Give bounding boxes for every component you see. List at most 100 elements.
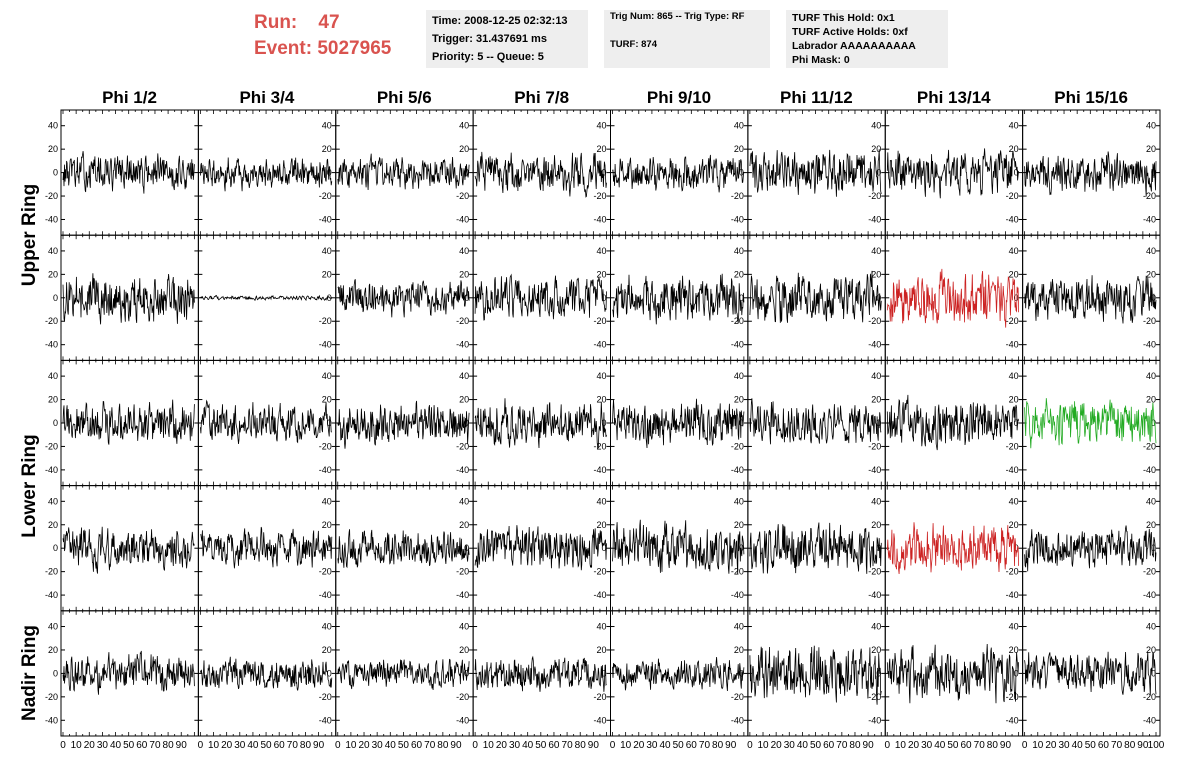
y-tick-label: 0 bbox=[876, 293, 881, 303]
y-tick-label: 40 bbox=[322, 622, 332, 632]
y-tick-label: -40 bbox=[593, 214, 606, 224]
waveform-trace bbox=[62, 526, 195, 574]
phi-header-1: Phi 1/2 bbox=[102, 88, 157, 107]
x-tick-label: 0 bbox=[610, 740, 616, 751]
x-tick-label: 80 bbox=[712, 740, 724, 751]
y-tick-label: 20 bbox=[871, 144, 881, 154]
y-tick-label: 40 bbox=[1146, 622, 1156, 632]
x-tick-label: 30 bbox=[646, 740, 658, 751]
y-tick-label: 0 bbox=[1014, 168, 1019, 178]
y-tick-label: 40 bbox=[1009, 371, 1019, 381]
panel-r2-c6: 40 20 0 -20 -40 bbox=[747, 234, 886, 361]
event-row: Event: 5027965 bbox=[254, 36, 391, 62]
y-tick-label: 20 bbox=[48, 520, 58, 530]
y-tick-label: 20 bbox=[1009, 520, 1019, 530]
phi-header-2: Phi 3/4 bbox=[239, 88, 295, 107]
panel-r3-c3: 40 20 0 -20 -40 bbox=[335, 359, 474, 487]
y-tick-label: -20 bbox=[868, 191, 881, 201]
y-tick-label: 20 bbox=[871, 645, 881, 655]
x-tick-label: 80 bbox=[849, 740, 861, 751]
y-tick-label: -20 bbox=[868, 692, 881, 702]
panel-r4-c2: 40 20 0 -20 -40 bbox=[197, 485, 337, 612]
x-tick-label: 90 bbox=[1137, 740, 1149, 751]
y-tick-label: -40 bbox=[45, 465, 58, 475]
waveform-trace bbox=[1024, 398, 1157, 449]
y-tick-label: 40 bbox=[48, 622, 58, 632]
y-tick-label: 20 bbox=[48, 645, 58, 655]
x-tick-label: 20 bbox=[633, 740, 645, 751]
panel-r1-c1: 40 20 0 -20 -40 bbox=[45, 109, 199, 236]
x-tick-label: 20 bbox=[496, 740, 508, 751]
x-tick-label: 50 bbox=[123, 740, 135, 751]
y-tick-label: 0 bbox=[739, 543, 744, 553]
y-tick-label: -40 bbox=[731, 590, 744, 600]
y-tick-label: -20 bbox=[319, 441, 332, 451]
x-tick-label: 30 bbox=[509, 740, 521, 751]
event-label: Event: bbox=[254, 38, 313, 59]
phi-header-3: Phi 5/6 bbox=[376, 88, 432, 107]
event-number: 5027965 bbox=[317, 38, 392, 59]
y-tick-label: 20 bbox=[1009, 144, 1019, 154]
y-tick-label: 20 bbox=[322, 520, 332, 530]
y-tick-label: 40 bbox=[871, 121, 881, 131]
waveform-trace bbox=[474, 273, 607, 321]
waveform-trace bbox=[886, 268, 1019, 328]
y-tick-label: 0 bbox=[53, 543, 58, 553]
x-tick-label: 30 bbox=[234, 740, 246, 751]
y-tick-label: -40 bbox=[45, 715, 58, 725]
y-tick-label: -40 bbox=[1006, 590, 1019, 600]
x-tick-label: 70 bbox=[974, 740, 986, 751]
x-tick-label: 60 bbox=[686, 740, 698, 751]
y-tick-label: 20 bbox=[734, 269, 744, 279]
waveform-trace bbox=[886, 643, 1019, 704]
waveform-trace bbox=[62, 151, 195, 194]
waveform-trace bbox=[612, 398, 745, 449]
y-tick-label: 40 bbox=[459, 371, 469, 381]
panel-r2-c3: 40 20 0 -20 -40 bbox=[335, 234, 474, 361]
x-tick-label: 30 bbox=[97, 740, 109, 751]
x-tick-label: 50 bbox=[673, 740, 685, 751]
y-tick-label: 40 bbox=[1146, 121, 1156, 131]
x-tick-label: 30 bbox=[784, 740, 796, 751]
y-tick-label: 20 bbox=[322, 645, 332, 655]
y-tick-label: 40 bbox=[596, 622, 606, 632]
priority-line: Priority: 5 -- Queue: 5 bbox=[432, 51, 544, 63]
run-row: Run: 47 bbox=[254, 10, 391, 36]
y-tick-label: 20 bbox=[596, 645, 606, 655]
y-tick-label: 20 bbox=[596, 520, 606, 530]
y-tick-label: -40 bbox=[319, 340, 332, 350]
x-tick-label: 40 bbox=[385, 740, 397, 751]
x-tick-label: 90 bbox=[176, 740, 188, 751]
y-tick-label: -40 bbox=[593, 715, 606, 725]
y-tick-label: 20 bbox=[459, 645, 469, 655]
x-tick-label: 70 bbox=[699, 740, 711, 751]
x-tick-label: 20 bbox=[1045, 740, 1057, 751]
y-tick-label: -40 bbox=[868, 465, 881, 475]
y-tick-label: -40 bbox=[456, 715, 469, 725]
y-tick-label: 40 bbox=[596, 371, 606, 381]
y-tick-label: -20 bbox=[731, 692, 744, 702]
x-tick-label: 20 bbox=[908, 740, 920, 751]
y-tick-label: 40 bbox=[1009, 622, 1019, 632]
y-tick-label: -20 bbox=[868, 441, 881, 451]
y-tick-label: 40 bbox=[459, 622, 469, 632]
y-tick-label: 20 bbox=[48, 144, 58, 154]
panel-r1-c6: 40 20 0 -20 -40 bbox=[747, 109, 886, 236]
x-tick-label: 20 bbox=[771, 740, 783, 751]
y-tick-label: 20 bbox=[1009, 645, 1019, 655]
y-tick-label: -40 bbox=[1143, 340, 1156, 350]
panel-r5-c1: 40 20 0 -20 -40 bbox=[45, 610, 199, 737]
y-tick-label: 0 bbox=[53, 168, 58, 178]
x-tick-label: 90 bbox=[725, 740, 737, 751]
y-tick-label: 40 bbox=[871, 622, 881, 632]
y-tick-label: -20 bbox=[1143, 191, 1156, 201]
y-tick-label: 20 bbox=[871, 395, 881, 405]
y-tick-label: -20 bbox=[1006, 191, 1019, 201]
x-tick-label: 20 bbox=[221, 740, 233, 751]
x-tick-label: 80 bbox=[437, 740, 449, 751]
